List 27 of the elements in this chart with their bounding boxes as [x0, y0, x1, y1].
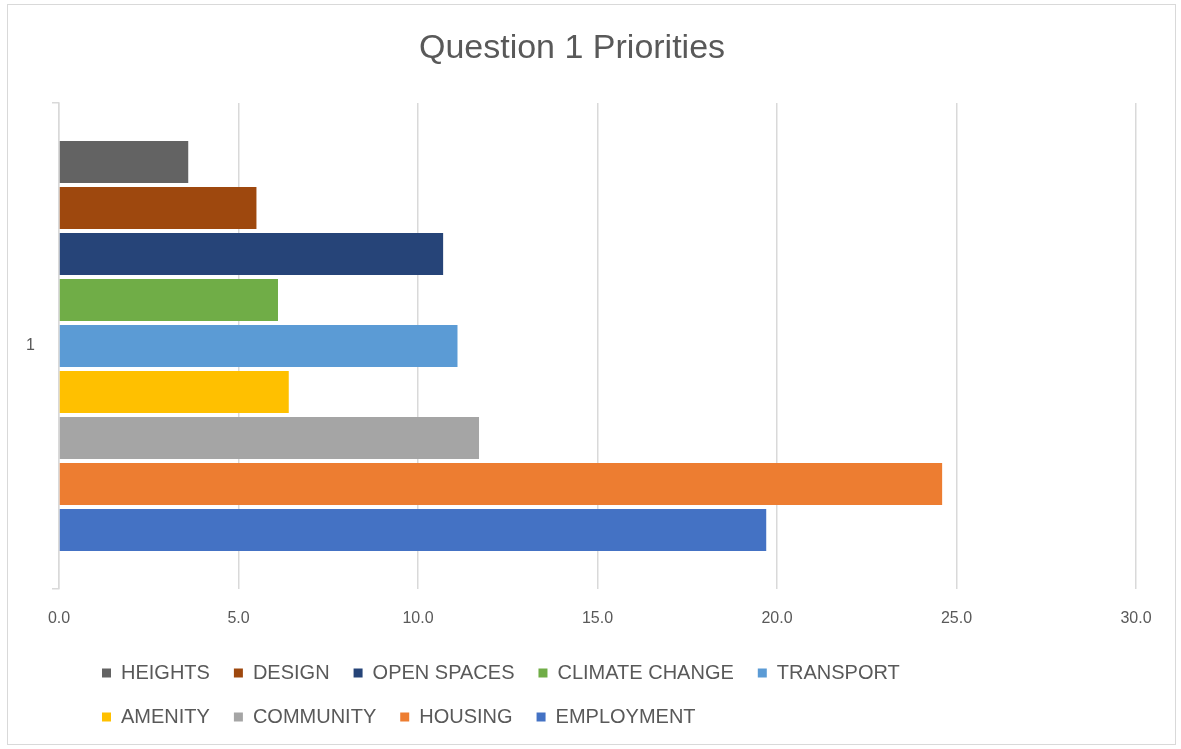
bar — [59, 233, 444, 275]
legend-label: HOUSING — [419, 704, 513, 727]
x-tick-label: 20.0 — [761, 609, 793, 627]
chart-title: Question 1 Priorities — [418, 26, 726, 65]
legend-label: AMENITY — [121, 704, 210, 727]
x-tick-label: 25.0 — [940, 609, 973, 627]
legend-label: HEIGHTS — [121, 660, 210, 683]
bar — [59, 371, 289, 413]
x-tick-label: 15.0 — [581, 609, 614, 627]
bar — [59, 279, 278, 321]
legend-label: DESIGN — [252, 660, 330, 683]
bar — [59, 325, 458, 367]
legend-label: OPEN SPACES — [372, 660, 515, 683]
y-tick-label: 1 — [26, 336, 36, 354]
x-tick-label: 30.0 — [1120, 609, 1152, 627]
bar — [59, 463, 943, 505]
bar — [59, 187, 257, 229]
legend-label: COMMUNITY — [252, 704, 377, 727]
x-tick-label: 5.0 — [227, 609, 250, 627]
legend-label: CLIMATE CHANGE — [557, 660, 734, 683]
legend-label: TRANSPORT — [776, 660, 900, 683]
bar — [59, 141, 189, 183]
legend-label: EMPLOYMENT — [555, 704, 696, 727]
x-tick-label: 10.0 — [402, 609, 434, 627]
x-tick-label: 0.0 — [47, 609, 71, 627]
bar — [59, 509, 767, 551]
bar — [59, 417, 480, 459]
